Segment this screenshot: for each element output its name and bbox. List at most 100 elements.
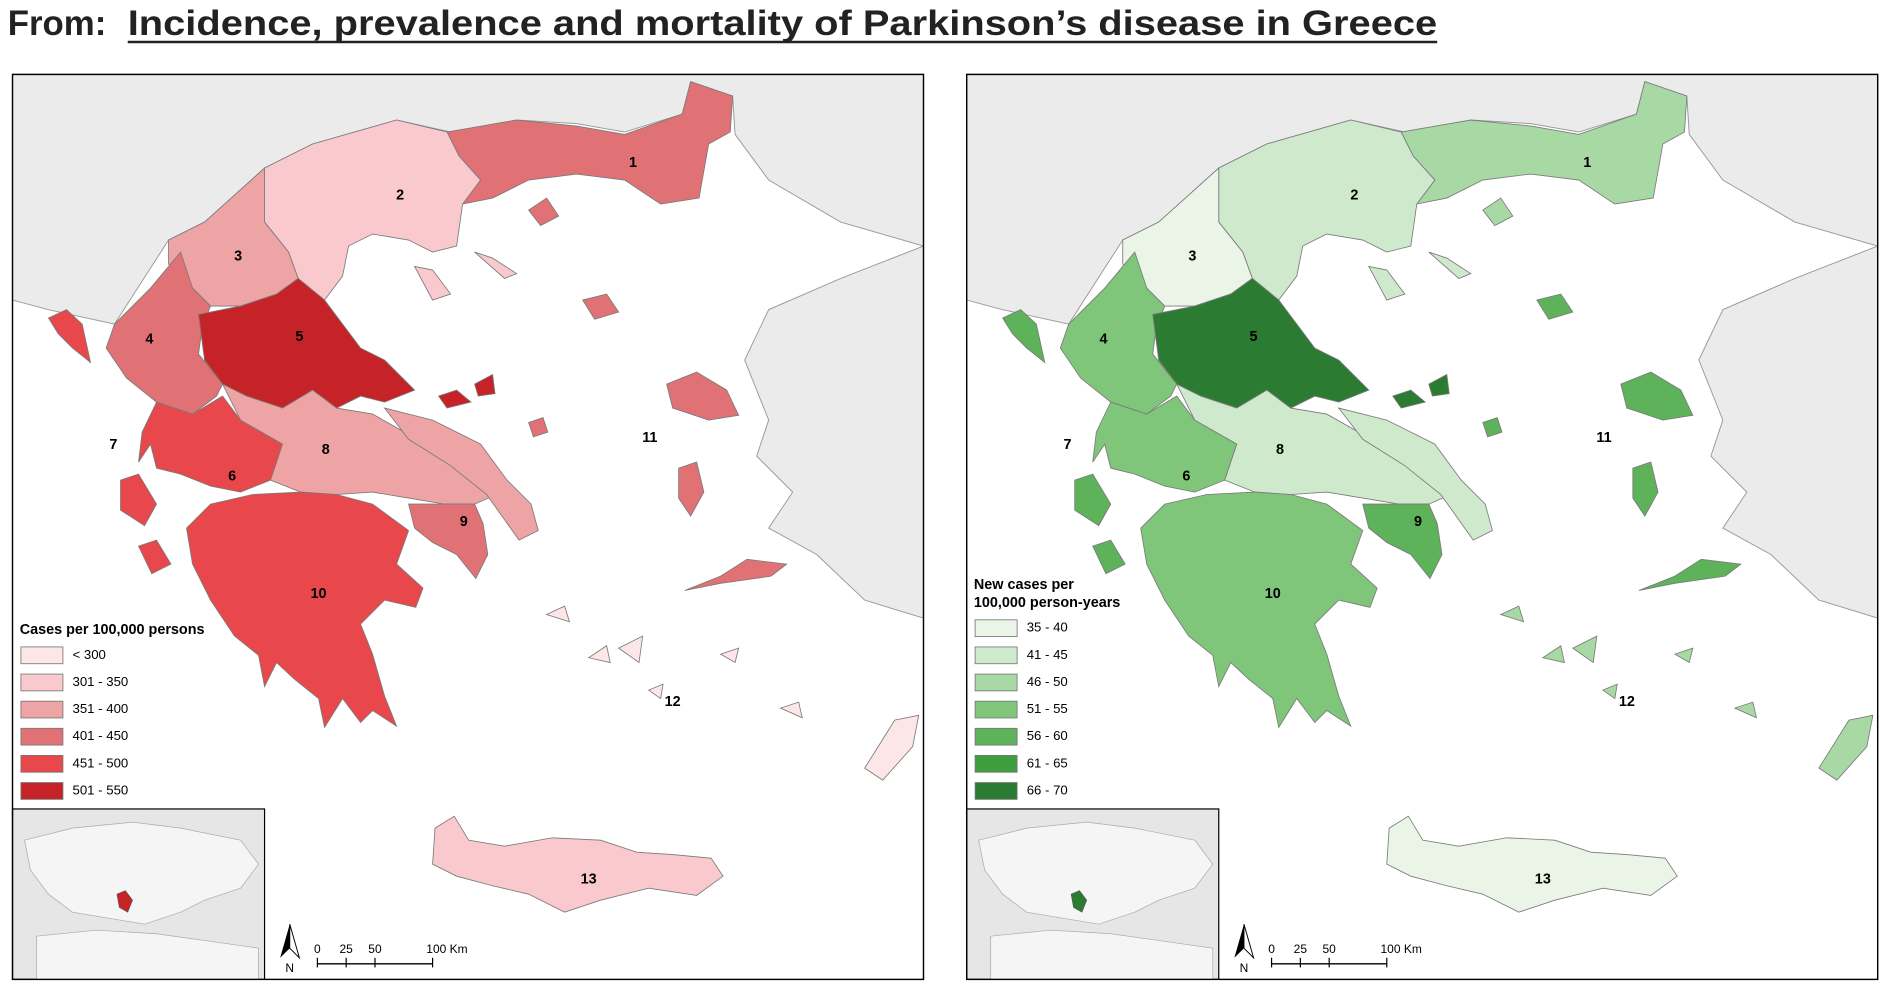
legend-swatch <box>20 727 64 746</box>
region-label: 11 <box>642 430 657 446</box>
north-label: N <box>1240 961 1249 975</box>
legend-swatch <box>974 619 1018 638</box>
region <box>545 605 571 623</box>
region <box>1140 491 1378 729</box>
region <box>408 503 489 580</box>
legend-label: 41 - 45 <box>1027 647 1068 662</box>
legend-title: New cases per <box>974 577 1074 593</box>
region <box>528 197 560 227</box>
region-label: 12 <box>1619 694 1635 710</box>
region <box>1482 197 1514 227</box>
region-label: 9 <box>1414 514 1422 530</box>
header-title[interactable]: Incidence, prevalence and mortality of P… <box>128 4 1437 43</box>
region-label: 10 <box>311 586 327 602</box>
legend-label: 451 - 500 <box>73 755 129 770</box>
scale-label: 25 <box>339 942 353 956</box>
inset-greece <box>1070 890 1088 913</box>
scale-label: 25 <box>1294 942 1308 956</box>
north-arrow <box>1234 924 1244 958</box>
region-label: 4 <box>145 331 153 347</box>
region <box>1541 645 1565 664</box>
region-label: 8 <box>1276 442 1284 458</box>
region <box>437 389 472 409</box>
region <box>779 701 803 719</box>
region-label: 12 <box>665 694 681 710</box>
legend-swatch <box>974 727 1018 746</box>
scale-label: 100 Km <box>426 942 467 956</box>
region-label: 10 <box>1265 586 1281 602</box>
region <box>1536 293 1574 320</box>
legend-swatch <box>20 755 64 773</box>
legend-label: < 300 <box>73 647 106 662</box>
north-arrow <box>280 924 290 958</box>
region-label: 7 <box>109 437 117 453</box>
region <box>1092 395 1238 493</box>
legend-label: 56 - 60 <box>1027 728 1068 743</box>
region <box>1601 683 1618 700</box>
region <box>1428 373 1450 397</box>
region-label: 4 <box>1100 331 1108 347</box>
scale-label: 50 <box>1322 942 1336 956</box>
region <box>120 473 158 527</box>
legend-label: 35 - 40 <box>1027 620 1068 635</box>
region-label: 3 <box>1188 249 1196 265</box>
region <box>1632 461 1659 517</box>
neighbor-land <box>1698 245 1879 619</box>
region-label: 9 <box>460 514 468 530</box>
region <box>1367 265 1406 301</box>
region-label: 5 <box>295 329 303 345</box>
north-label: N <box>285 961 294 975</box>
region-label: 1 <box>1583 155 1591 171</box>
region <box>1673 647 1694 664</box>
region <box>1002 309 1046 364</box>
map-frame <box>965 73 1879 981</box>
region <box>1499 605 1525 623</box>
region-label: 13 <box>1535 872 1551 888</box>
region <box>1337 407 1493 541</box>
region <box>617 635 644 664</box>
legend-swatch <box>20 782 64 800</box>
region <box>1092 539 1126 575</box>
region <box>474 251 518 279</box>
legend-label: 61 - 65 <box>1027 755 1068 770</box>
region-label: 6 <box>228 468 236 484</box>
region <box>1392 389 1427 409</box>
legend-label: 401 - 450 <box>73 728 129 743</box>
region <box>1428 251 1472 279</box>
legend-label: 501 - 550 <box>73 782 129 797</box>
legend-swatch <box>974 782 1018 800</box>
legend-swatch <box>20 700 64 719</box>
region-label: 2 <box>1350 187 1358 203</box>
legend-label: 46 - 50 <box>1027 674 1068 689</box>
legend-swatch <box>20 646 64 665</box>
region <box>678 461 705 517</box>
scale-label: 0 <box>1268 942 1275 956</box>
region <box>581 293 620 320</box>
region-label: 13 <box>581 872 597 888</box>
region-label: 6 <box>1182 468 1190 484</box>
legend-label: 51 - 55 <box>1027 701 1068 716</box>
scale-label: 100 Km <box>1381 942 1422 956</box>
region <box>647 683 664 700</box>
inset-land <box>24 821 260 925</box>
neighbor-land <box>12 73 924 325</box>
legend-swatch <box>20 673 64 692</box>
region <box>666 371 740 421</box>
region <box>1818 714 1874 781</box>
legend-title: 100,000 person-years <box>974 595 1120 611</box>
region <box>1482 417 1503 438</box>
region <box>1386 815 1678 913</box>
region <box>186 491 424 729</box>
header-prefix: From: <box>8 4 107 43</box>
region <box>1059 251 1178 415</box>
region <box>474 373 496 397</box>
legend-swatch <box>974 700 1018 719</box>
region-label: 1 <box>629 155 637 171</box>
legend-swatch <box>974 673 1018 692</box>
legend-title: Cases per 100,000 persons <box>20 622 205 638</box>
neighbor-land <box>966 73 1879 325</box>
legend-swatch <box>974 646 1018 665</box>
